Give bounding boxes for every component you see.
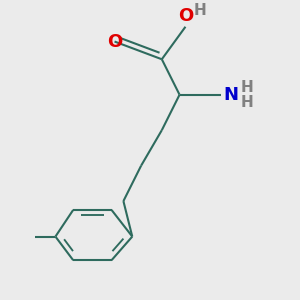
Text: O: O: [178, 8, 193, 26]
Text: H: H: [240, 94, 253, 110]
Text: H: H: [240, 80, 253, 95]
Text: N: N: [224, 86, 239, 104]
Text: O: O: [107, 32, 122, 50]
Text: H: H: [194, 3, 207, 18]
